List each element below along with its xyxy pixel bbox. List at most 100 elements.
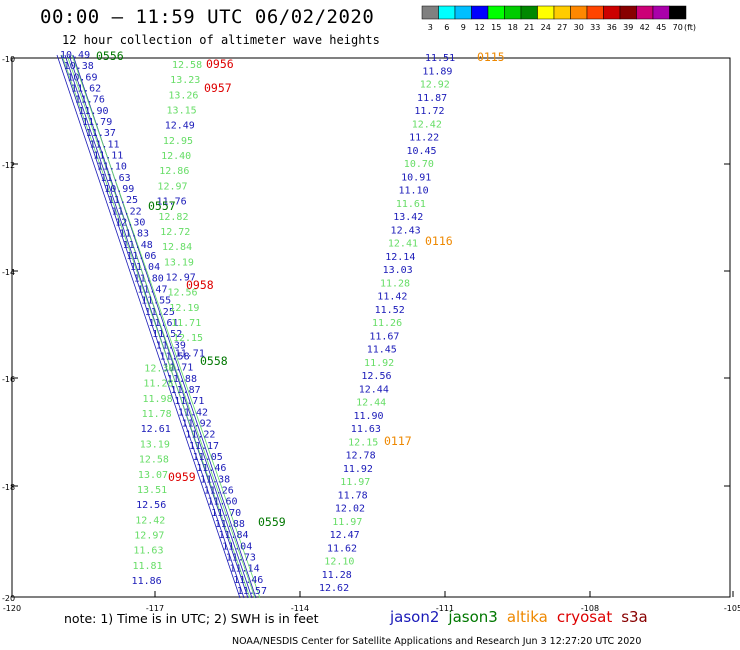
time-label: 0958 — [186, 278, 214, 292]
jason3-swh-label: 12.84 — [162, 242, 192, 253]
colorbar-tick-label: 18 — [508, 23, 518, 32]
jason2-swh-label: 11.92 — [182, 419, 212, 430]
jason3-swh-label: 11.81 — [132, 561, 162, 572]
jason3-swh-label: 11.78 — [142, 409, 172, 420]
jason2-swh-label: 11.62 — [71, 84, 101, 95]
right-track-swh-label: 11.97 — [332, 517, 362, 528]
right-track-swh-label: 12.02 — [335, 504, 365, 515]
colorbar-tick-label: 27 — [557, 23, 567, 32]
jason3-swh-label: 11.71 — [171, 318, 201, 329]
satellite-legend-jason2: jason2 — [390, 608, 440, 626]
jason3-swh-label: 12.82 — [158, 212, 188, 223]
jason2-swh-label: 11.58 — [159, 352, 189, 363]
jason2-swh-label: 11.57 — [237, 586, 267, 597]
jason3-swh-label: 13.23 — [170, 75, 200, 86]
satellite-legend: jason2 jason3 altika cryosat s3a — [390, 608, 657, 626]
lat-label: -12 — [2, 161, 15, 170]
jason3-swh-label: 13.19 — [140, 439, 170, 450]
colorbar-tick-label: 45 — [656, 23, 666, 32]
jason2-swh-label: 11.71 — [163, 363, 193, 374]
jason3-swh-label: 12.95 — [163, 136, 193, 147]
footer-credit: NOAA/NESDIS Center for Satellite Applica… — [232, 636, 642, 647]
jason3-swh-label: 12.42 — [135, 515, 165, 526]
colorbar-tick-label: 21 — [524, 23, 534, 32]
right-track-swh-label: 12.44 — [356, 398, 386, 409]
right-track-swh-label: 11.97 — [340, 477, 370, 488]
jason3-swh-label: 11.28 — [143, 379, 173, 390]
jason3-swh-label: 12.97 — [157, 181, 187, 192]
lon-label: -108 — [581, 604, 599, 612]
right-track-swh-label: 11.45 — [367, 345, 397, 356]
jason3-swh-label: 12.72 — [160, 227, 190, 238]
jason3-swh-label: 12.30 — [144, 364, 174, 375]
jason2-swh-label: 11.25 — [108, 195, 138, 206]
right-track-swh-label: 11.78 — [338, 490, 368, 501]
jason2-swh-label: 11.46 — [196, 463, 226, 474]
jason2-swh-label: 11.88 — [167, 374, 197, 385]
jason2-swh-label: 11.76 — [75, 95, 105, 106]
colorbar-tick-label: 42 — [640, 23, 650, 32]
jason3-swh-label: 13.26 — [168, 90, 198, 101]
time-label: 0957 — [204, 81, 232, 95]
jason2-swh-label: 11.10 — [97, 162, 127, 173]
jason2-swh-label: 11.11 — [93, 151, 123, 162]
jason3-swh-label: 11.63 — [133, 546, 163, 557]
jason2-swh-label: 11.80 — [134, 273, 164, 284]
colorbar-unit: (ft) — [684, 23, 696, 32]
time-label: 0956 — [206, 57, 234, 71]
right-track-swh-label: 11.28 — [322, 570, 352, 581]
jason3-swh-label: 12.58 — [172, 60, 202, 71]
right-track-swh-label: 11.61 — [396, 199, 426, 210]
jason2-swh-label: 11.17 — [189, 441, 219, 452]
jason2-swh-label: 11.42 — [178, 407, 208, 418]
right-track-swh-label: 12.47 — [330, 530, 360, 541]
colorbar-tick-label: 70 — [673, 23, 683, 32]
chart-subtitle: 12 hour collection of altimeter wave hei… — [62, 33, 380, 47]
time-label: 0558 — [200, 354, 228, 368]
right-track-swh-label: 11.92 — [343, 464, 373, 475]
time-label: 0557 — [148, 199, 176, 213]
jason3-swh-label: 12.40 — [161, 151, 191, 162]
jason2-track-line — [56, 54, 241, 599]
jason2-swh-label: 11.47 — [137, 285, 167, 296]
right-track-swh-label: 12.42 — [412, 119, 442, 130]
time-label: 0116 — [425, 234, 453, 248]
right-track-swh-label: 11.67 — [369, 331, 399, 342]
right-track-swh-label: 11.63 — [351, 424, 381, 435]
satellite-legend-jason3: jason3 — [448, 608, 498, 626]
right-track-swh-label: 10.91 — [401, 172, 431, 183]
jason3-swh-label: 12.61 — [141, 424, 171, 435]
lat-label: -20 — [2, 594, 15, 603]
colorbar-tick-label: 24 — [541, 23, 551, 32]
right-track-swh-label: 11.89 — [422, 66, 452, 77]
time-label: 0117 — [384, 434, 412, 448]
jason3-swh-label: 13.07 — [138, 470, 168, 481]
jason2-swh-label: 11.83 — [119, 229, 149, 240]
right-track-swh-label: 11.90 — [353, 411, 383, 422]
colorbar-tick-label: 36 — [607, 23, 617, 32]
jason3-swh-label: 13.51 — [137, 485, 167, 496]
jason2-swh-label: 12.30 — [115, 218, 145, 229]
colorbar-tick-label: 39 — [623, 23, 633, 32]
jason2-swh-label: 10.99 — [104, 184, 134, 195]
jason3-track-line — [61, 54, 251, 599]
jason2-swh-label: 10.49 — [60, 50, 90, 61]
right-track-swh-label: 10.70 — [404, 159, 434, 170]
satellite-legend-altika: altika — [506, 608, 548, 626]
jason2-swh-label: 11.90 — [78, 106, 108, 117]
jason2-swh-label: 11.11 — [89, 139, 119, 150]
jason2-swh-label: 11.05 — [193, 452, 223, 463]
colorbar-tick-label: 3 — [428, 23, 433, 32]
jason2-swh-label: 11.14 — [230, 564, 260, 575]
lon-label: -120 — [3, 604, 21, 612]
right-track-swh-label: 11.26 — [372, 318, 402, 329]
right-track-swh-label: 12.10 — [324, 557, 354, 568]
right-track-swh-label: 11.87 — [417, 93, 447, 104]
lon-label: -117 — [146, 604, 164, 612]
color-scale-legend: 3 6 9 12 15 18 21 24 27 30 33 36 39 42 45 70 (ft) — [421, 5, 696, 32]
right-track-swh-label: 12.92 — [420, 80, 450, 91]
lat-label: -10 — [2, 55, 15, 64]
jason2-swh-label: 11.48 — [123, 240, 153, 251]
colorbar-tick-label: 30 — [574, 23, 584, 32]
right-track-swh-label: 11.22 — [409, 133, 439, 144]
